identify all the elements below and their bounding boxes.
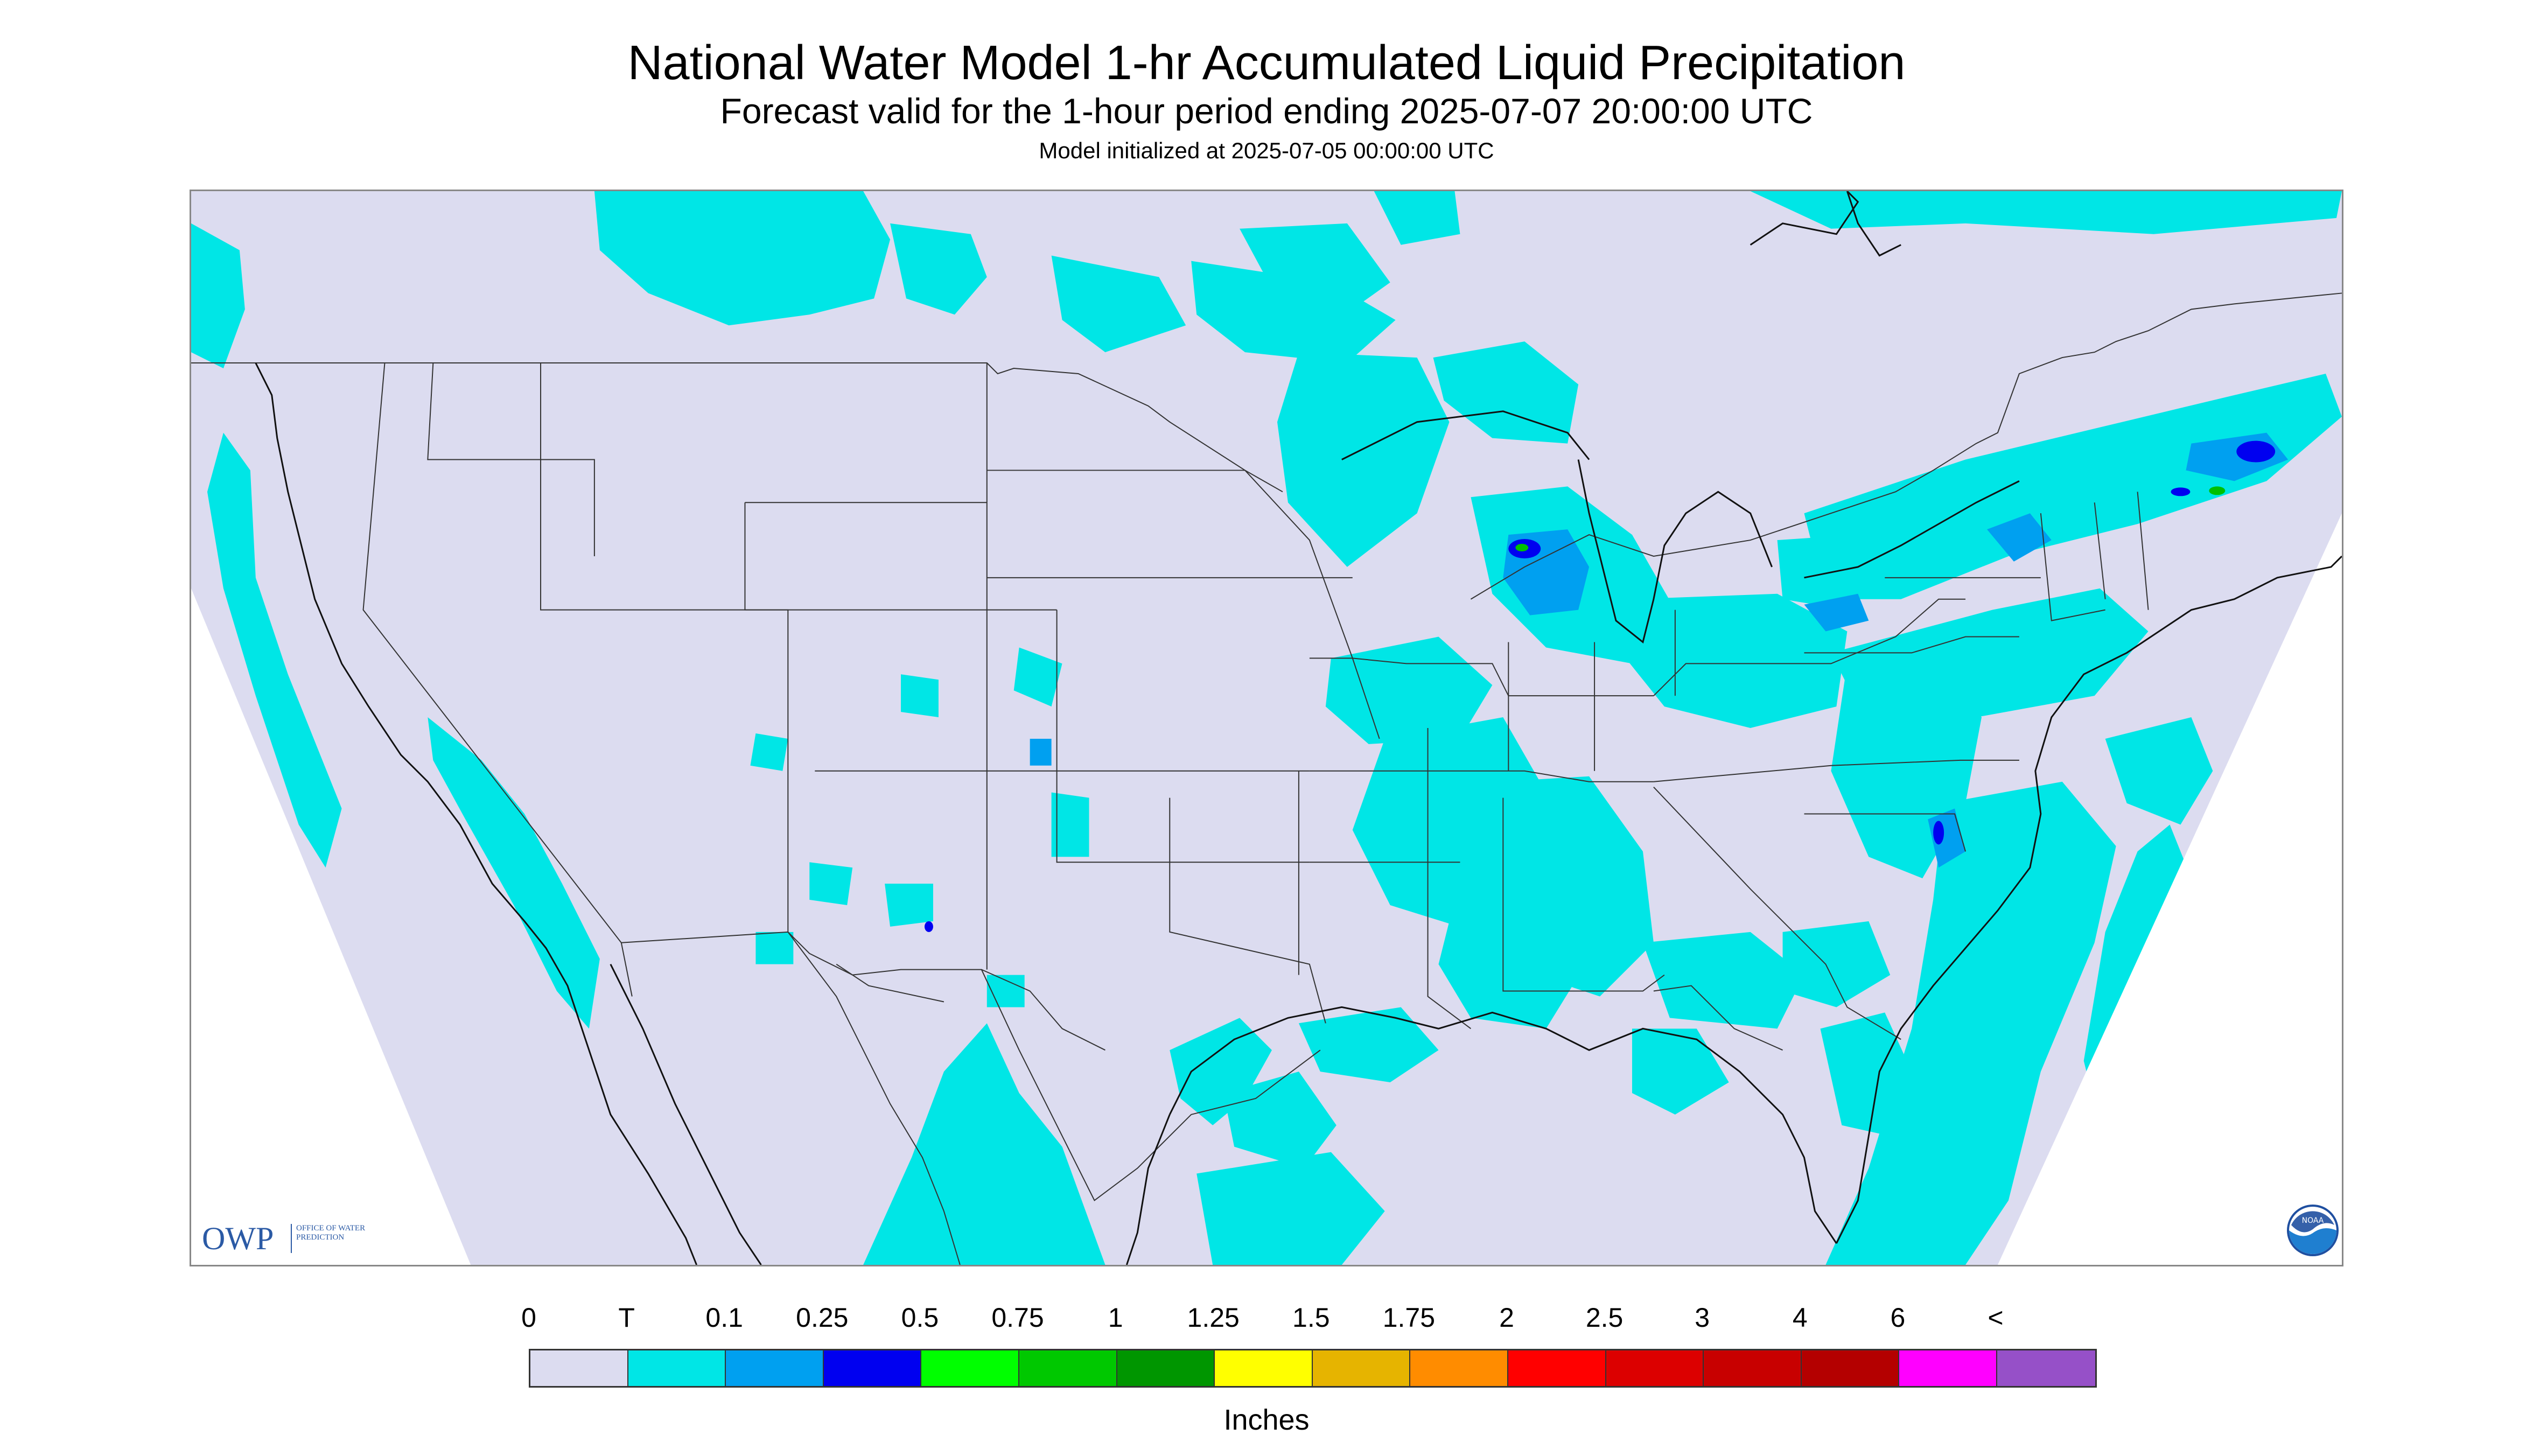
legend-swatch [1019, 1350, 1117, 1386]
owp-logo-subtext: OFFICE OF WATER PREDICTION [296, 1224, 366, 1242]
legend-swatch [1997, 1350, 2095, 1386]
legend-swatch [530, 1350, 628, 1386]
legend-swatch [1117, 1350, 1215, 1386]
legend-swatch [921, 1350, 1019, 1386]
legend-swatch [1606, 1350, 1704, 1386]
legend-swatch [1704, 1350, 1802, 1386]
noaa-logo: NOAA [2286, 1203, 2340, 1257]
legend-labels: 0 T 0.1 0.25 0.5 0.75 1 1.25 1.5 1.75 2 2.5 3 4 6 < [0, 1302, 2533, 1340]
legend-label: < [1988, 1303, 2004, 1333]
legend-swatch [1801, 1350, 1900, 1386]
owp-logo-text: OWP [202, 1221, 274, 1256]
legend-label: 3 [1695, 1303, 1710, 1333]
precipitation-moderate-areas [924, 440, 2276, 932]
legend-label: 0.25 [796, 1303, 849, 1333]
domain-mask-east [1997, 513, 2342, 1265]
coastlines [255, 191, 2342, 1265]
legend-label: 4 [1792, 1303, 1808, 1333]
state-boundaries [191, 292, 2342, 1201]
map-canvas [191, 191, 2342, 1265]
model-init-line: Model initialized at 2025-07-05 00:00:00… [1039, 138, 1494, 163]
forecast-valid-subtitle: Forecast valid for the 1-hour period end… [720, 91, 1813, 131]
legend-label: 6 [1890, 1303, 1906, 1333]
legend-label: 0 [521, 1303, 536, 1333]
legend-label: 1 [1108, 1303, 1123, 1333]
legend-label: 0.5 [901, 1303, 939, 1333]
domain-mask-west [191, 588, 471, 1265]
noaa-logo-text: NOAA [2302, 1216, 2324, 1225]
precipitation-heavy-areas [1515, 486, 2226, 551]
legend-swatch [628, 1350, 726, 1386]
owp-logo: OWP OFFICE OF WATER PREDICTION [202, 1220, 380, 1257]
legend-swatch [1899, 1350, 1997, 1386]
legend-swatch [1215, 1350, 1313, 1386]
precipitation-map: OWP OFFICE OF WATER PREDICTION NOAA [190, 190, 2343, 1266]
legend-label: T [618, 1303, 635, 1333]
precipitation-areas [191, 191, 2342, 1265]
legend-colorbar [529, 1349, 2097, 1388]
legend-swatch [1508, 1350, 1606, 1386]
legend-label: 1.25 [1187, 1303, 1240, 1333]
legend-swatch [726, 1350, 824, 1386]
legend-label: 2 [1499, 1303, 1514, 1333]
map-title: National Water Model 1-hr Accumulated Li… [627, 36, 1906, 90]
legend-swatch [1312, 1350, 1411, 1386]
legend-swatch [823, 1350, 922, 1386]
legend-label: 0.1 [705, 1303, 743, 1333]
legend-label: 0.75 [991, 1303, 1044, 1333]
legend-units: Inches [1223, 1404, 1310, 1436]
owp-logo-divider [291, 1224, 292, 1253]
legend-swatch [1410, 1350, 1508, 1386]
legend-label: 1.75 [1382, 1303, 1436, 1333]
legend-label: 1.5 [1292, 1303, 1330, 1333]
mexico-outline [787, 932, 1105, 1265]
legend-label: 2.5 [1585, 1303, 1624, 1333]
